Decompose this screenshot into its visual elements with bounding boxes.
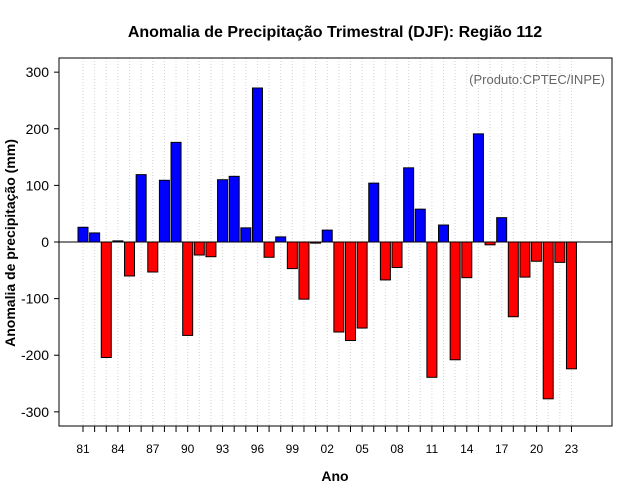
y-tick-label: -200 — [21, 347, 49, 363]
bar-2013 — [449, 241, 461, 361]
bar-2007 — [379, 241, 391, 281]
x-tick-label: 23 — [565, 442, 579, 456]
bar-1995 — [240, 227, 252, 243]
x-tick-label: 17 — [495, 442, 509, 456]
bar-1994 — [228, 175, 240, 243]
bar-2011 — [426, 241, 438, 378]
bar-1985 — [124, 241, 136, 277]
y-tick-label: 200 — [26, 121, 50, 137]
bar-2004 — [344, 241, 356, 342]
bar-2015 — [472, 133, 484, 243]
x-axis: 81 84 87 90 93 96 99 02 05 08 11 14 17 20 23 — [76, 426, 578, 456]
x-tick-label: 96 — [251, 442, 265, 456]
x-tick-label: 93 — [216, 442, 230, 456]
bar-2019 — [519, 241, 531, 278]
bar-2021 — [542, 241, 554, 400]
bar-2014 — [461, 241, 473, 279]
bar-1999 — [286, 241, 298, 270]
x-tick-label: 05 — [355, 442, 369, 456]
bar-2006 — [368, 182, 380, 243]
x-tick-label: 11 — [426, 442, 439, 456]
bar-1986 — [135, 174, 147, 243]
bar-1990 — [182, 241, 194, 336]
bar-2022 — [554, 241, 566, 263]
bar-1993 — [217, 179, 229, 243]
bar-2018 — [507, 241, 519, 318]
bar-1992 — [205, 241, 217, 258]
credit-label: (Produto:CPTEC/INPE) — [469, 72, 605, 87]
y-tick-label: -100 — [21, 291, 49, 307]
bar-1996 — [251, 87, 263, 243]
bar-2020 — [531, 241, 543, 262]
bar-2000 — [298, 241, 310, 300]
bar-1998 — [275, 236, 287, 243]
bar-1988 — [158, 179, 170, 243]
y-axis-label: Anomalia de precipitação (mm) — [2, 139, 18, 347]
x-tick-label: 02 — [321, 442, 335, 456]
bar-1983 — [100, 241, 112, 358]
y-tick-label: -300 — [21, 404, 49, 420]
bar-2003 — [333, 241, 345, 333]
x-tick-label: 20 — [530, 442, 544, 456]
x-tick-label: 99 — [286, 442, 300, 456]
bar-1989 — [170, 141, 182, 243]
bar-1991 — [193, 241, 205, 256]
y-tick-label: 100 — [26, 177, 50, 193]
bar-2017 — [496, 217, 508, 243]
chart-title: Anomalia de Precipitação Trimestral (DJF… — [128, 24, 542, 41]
bar-1982 — [89, 232, 101, 243]
bar-2010 — [414, 208, 426, 243]
bar-2023 — [565, 241, 577, 370]
x-tick-label: 81 — [76, 442, 90, 456]
bar-2012 — [438, 224, 450, 243]
bar-1997 — [263, 241, 275, 258]
bar-2008 — [391, 241, 403, 268]
bar-1981 — [77, 226, 89, 243]
x-tick-label: 87 — [146, 442, 160, 456]
y-axis: -300 -200 -100 0 100 200 300 — [21, 64, 59, 420]
x-tick-label: 08 — [390, 442, 404, 456]
y-tick-label: 0 — [41, 234, 49, 250]
y-tick-label: 300 — [26, 64, 50, 80]
x-axis-label: Ano — [321, 468, 348, 484]
bar-2009 — [403, 167, 415, 243]
bar-1987 — [147, 241, 159, 273]
bar-2002 — [321, 229, 333, 243]
bars — [77, 87, 577, 400]
bar-2005 — [356, 241, 368, 329]
x-tick-label: 90 — [181, 442, 195, 456]
x-tick-label: 84 — [111, 442, 125, 456]
x-tick-label: 14 — [460, 442, 474, 456]
